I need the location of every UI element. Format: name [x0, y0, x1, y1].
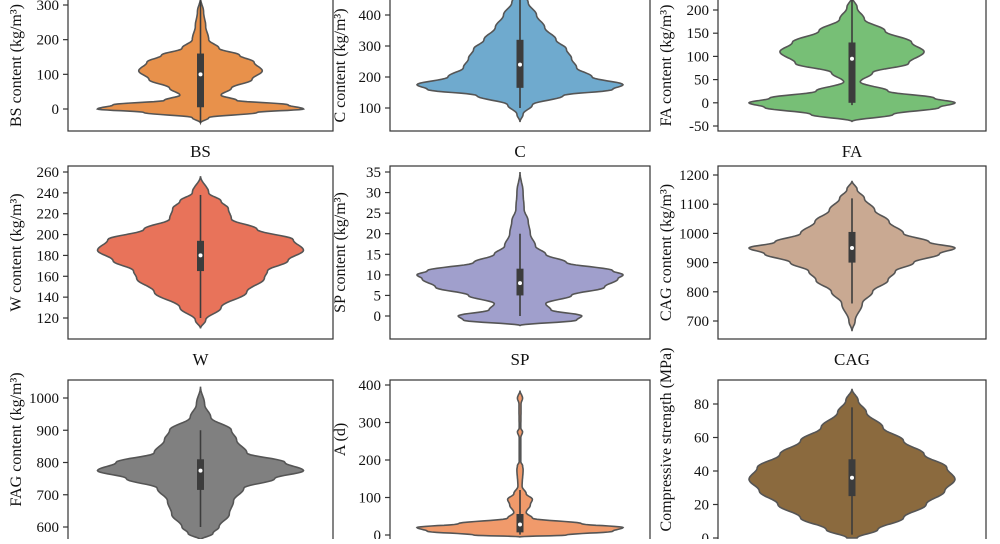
y-tick-label: 20 [694, 498, 709, 514]
y-tick-label: 0 [52, 102, 60, 118]
violin-panel-c: 100 200 300 400 C content (kg/m³) C [332, 0, 651, 161]
y-axis-title: Compressive strength (MPa) [658, 348, 675, 532]
violin-iqr-box [197, 459, 204, 490]
y-tick-label: 0 [702, 96, 710, 112]
x-category-label: BS [190, 142, 211, 161]
violin-body [415, 390, 625, 538]
y-tick-label: 80 [694, 397, 709, 413]
y-tick-label: 200 [687, 3, 710, 19]
plot-frame [67, 165, 334, 340]
plot-frame [67, 379, 334, 544]
y-tick-label: 200 [37, 228, 60, 244]
violin-median-dot [850, 246, 854, 250]
plot-frame [717, 0, 987, 132]
violin-median-dot [198, 253, 203, 258]
y-tick-label: 0 [702, 531, 710, 539]
y-tick-label: 700 [37, 488, 60, 504]
x-category-label: FA [842, 142, 863, 161]
y-axis-title: C content (kg/m³) [332, 8, 349, 122]
violin-panel-fa: -50 0 50 100 150 200 FA content (kg/m³) FA [658, 0, 987, 161]
y-tick-label: 800 [687, 285, 710, 301]
y-tick-label: 200 [359, 70, 382, 86]
violin-median-dot [518, 522, 522, 527]
y-tick-label: 100 [37, 67, 60, 83]
y-tick-label: 200 [359, 453, 382, 469]
y-tick-label: 1000 [29, 391, 59, 407]
y-tick-label: 800 [37, 456, 60, 472]
violin-iqr-box [197, 53, 204, 108]
y-tick-label: 40 [694, 464, 709, 480]
x-category-label: CAG [834, 350, 870, 369]
y-tick-label: 300 [37, 0, 60, 14]
y-tick-label: 1100 [680, 197, 709, 213]
y-axis-title: BS content (kg/m³) [8, 4, 25, 127]
violin-iqr-box [848, 42, 856, 103]
violin-panel-sp: 0 5 10 15 20 25 30 35 SP content (kg/m³) SP [332, 165, 651, 369]
y-tick-label: 1000 [679, 226, 709, 242]
plot-frame [717, 379, 987, 544]
violin-median-dot [850, 56, 854, 61]
y-tick-label: -50 [689, 119, 709, 135]
y-tick-label: 1200 [679, 168, 709, 184]
x-category-label: W [192, 350, 209, 369]
y-axis-title: W content (kg/m³) [8, 193, 25, 311]
plot-frame [67, 0, 334, 132]
plot-frame [717, 165, 987, 340]
y-tick-label: 220 [37, 207, 60, 223]
plot-frame [389, 165, 651, 340]
violin-panel-w: 120 140 160 180 200 220 240 260 W content (kg/m³… [8, 165, 334, 369]
violin-median-dot [198, 468, 203, 473]
violin-panel-strength: 0 20 40 60 80 Compressive strength (MPa) [658, 348, 987, 544]
y-tick-label: 400 [359, 8, 382, 24]
y-tick-label: 200 [37, 33, 60, 49]
y-tick-label: 180 [37, 248, 60, 264]
y-tick-label: 30 [366, 186, 381, 202]
violin-median-dot [850, 475, 854, 480]
y-tick-label: 0 [374, 528, 382, 539]
violin-median-dot [198, 72, 203, 77]
y-tick-label: 240 [37, 186, 60, 202]
y-tick-label: 60 [694, 431, 709, 447]
violin-panel-bs: 0 100 200 300 BS content (kg/m³) BS [8, 0, 334, 161]
plot-frame [389, 0, 651, 132]
y-tick-label: 160 [37, 269, 60, 285]
y-tick-label: 900 [687, 256, 710, 272]
y-tick-label: 260 [37, 165, 60, 181]
y-axis-title: CAG content (kg/m³) [658, 184, 675, 321]
y-tick-label: 700 [687, 314, 710, 330]
y-tick-label: 600 [37, 520, 60, 536]
y-tick-label: 140 [37, 290, 60, 306]
y-tick-label: 25 [366, 206, 381, 222]
y-tick-label: 100 [359, 101, 382, 117]
x-category-label: C [514, 142, 525, 161]
plot-frame [389, 379, 651, 544]
y-tick-label: 400 [359, 378, 382, 394]
y-tick-label: 50 [694, 73, 709, 89]
violin-median-dot [518, 281, 522, 286]
y-tick-label: 5 [374, 288, 382, 304]
y-tick-label: 35 [366, 165, 381, 181]
y-tick-label: 0 [374, 309, 382, 325]
y-tick-label: 100 [687, 49, 710, 65]
y-axis-title: A (d) [332, 423, 349, 456]
violin-panel-a: 0 100 200 300 400 A (d) [332, 378, 651, 544]
x-category-label: SP [511, 350, 530, 369]
y-tick-label: 120 [37, 311, 60, 327]
y-tick-label: 150 [687, 26, 710, 42]
y-tick-label: 300 [359, 39, 382, 55]
violin-median-dot [518, 62, 522, 67]
y-axis-title: FAG content (kg/m³) [8, 372, 25, 506]
y-tick-label: 300 [359, 416, 382, 432]
y-tick-label: 10 [366, 268, 381, 284]
y-tick-label: 15 [366, 247, 381, 263]
y-tick-label: 20 [366, 227, 381, 243]
y-axis-title: FA content (kg/m³) [658, 5, 675, 127]
y-axis-title: SP content (kg/m³) [332, 192, 349, 313]
y-tick-label: 100 [359, 491, 382, 507]
y-tick-label: 900 [37, 423, 60, 439]
